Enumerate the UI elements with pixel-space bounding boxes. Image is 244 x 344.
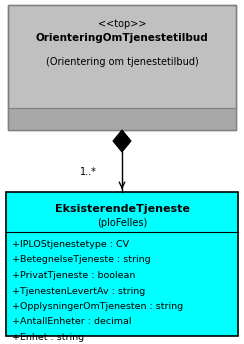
Text: +AntallEnheter : decimal: +AntallEnheter : decimal xyxy=(12,318,132,326)
FancyBboxPatch shape xyxy=(8,108,236,130)
Text: OrienteringOmTjenestetilbud: OrienteringOmTjenestetilbud xyxy=(36,33,208,43)
Text: (Orientering om tjenestetilbud): (Orientering om tjenestetilbud) xyxy=(46,57,198,67)
FancyBboxPatch shape xyxy=(8,5,236,130)
Text: +PrivatTjeneste : boolean: +PrivatTjeneste : boolean xyxy=(12,271,135,280)
Text: (ploFelles): (ploFelles) xyxy=(97,218,147,228)
Text: +TjenestenLevertAv : string: +TjenestenLevertAv : string xyxy=(12,287,145,295)
Text: +BetegnelseTjeneste : string: +BetegnelseTjeneste : string xyxy=(12,256,151,265)
FancyBboxPatch shape xyxy=(6,192,238,336)
Polygon shape xyxy=(113,130,131,152)
Text: EksisterendeTjeneste: EksisterendeTjeneste xyxy=(55,204,189,214)
Text: +IPLOStjenestetype : CV: +IPLOStjenestetype : CV xyxy=(12,240,129,249)
Text: <<top>>: <<top>> xyxy=(98,19,146,29)
Text: +Enhet : string: +Enhet : string xyxy=(12,333,84,342)
Text: 1..*: 1..* xyxy=(80,167,96,177)
Text: +OpplysningerOmTjenesten : string: +OpplysningerOmTjenesten : string xyxy=(12,302,183,311)
